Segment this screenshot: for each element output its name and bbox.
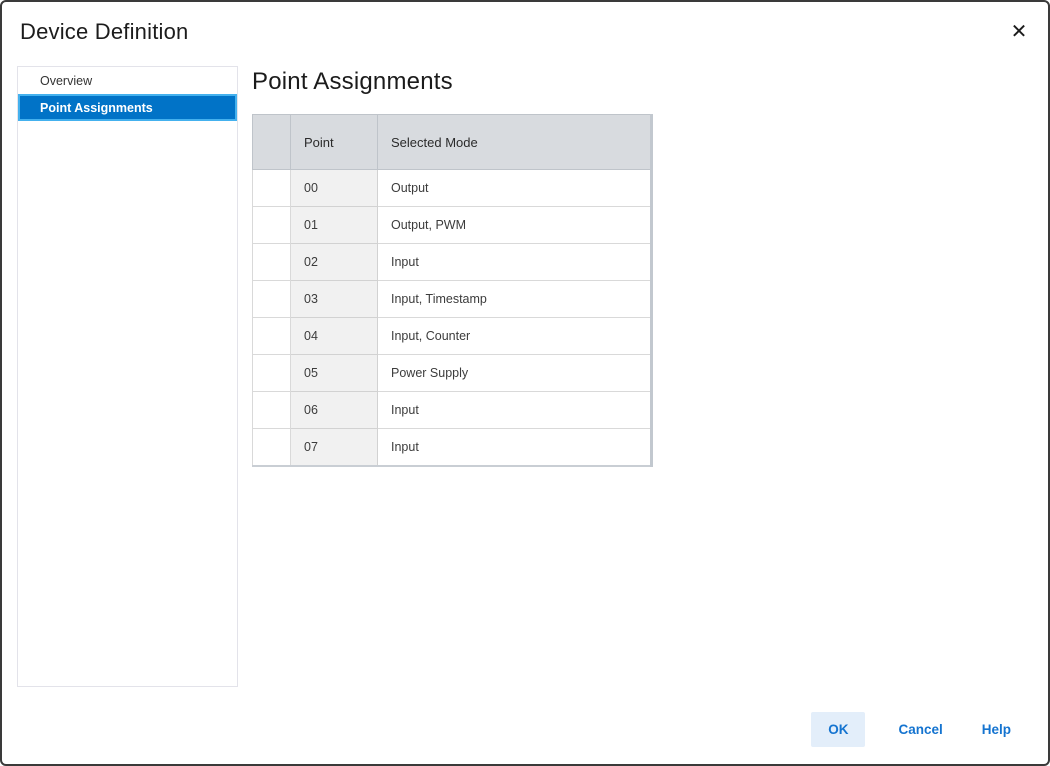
dialog-title: Device Definition bbox=[20, 19, 189, 44]
selected-mode-cell[interactable]: Output, PWM bbox=[377, 206, 652, 244]
row-header-cell[interactable] bbox=[252, 354, 291, 392]
ok-button[interactable]: OK bbox=[811, 712, 866, 747]
point-cell[interactable]: 00 bbox=[290, 169, 378, 207]
point-cell[interactable]: 01 bbox=[290, 206, 378, 244]
table-row[interactable]: 00 Output bbox=[252, 169, 652, 207]
row-header-cell[interactable] bbox=[252, 428, 291, 466]
table-row[interactable]: 03 Input, Timestamp bbox=[252, 280, 652, 318]
table-row[interactable]: 01 Output, PWM bbox=[252, 206, 652, 244]
point-cell[interactable]: 04 bbox=[290, 317, 378, 355]
help-button[interactable]: Help bbox=[976, 713, 1017, 746]
sidebar-item-overview[interactable]: Overview bbox=[40, 73, 93, 88]
point-cell[interactable]: 06 bbox=[290, 391, 378, 429]
selected-mode-cell[interactable]: Output bbox=[377, 169, 652, 207]
column-header-rowhead bbox=[252, 114, 291, 170]
selected-mode-cell[interactable]: Input bbox=[377, 243, 652, 281]
table-row[interactable]: 04 Input, Counter bbox=[252, 317, 652, 355]
close-icon[interactable]: ✕ bbox=[1005, 18, 1033, 46]
table-header-row: Point Selected Mode bbox=[252, 114, 652, 170]
row-header-cell[interactable] bbox=[252, 391, 291, 429]
selected-mode-cell[interactable]: Input, Timestamp bbox=[377, 280, 652, 318]
point-cell[interactable]: 03 bbox=[290, 280, 378, 318]
selected-mode-cell[interactable]: Input, Counter bbox=[377, 317, 652, 355]
selected-mode-cell[interactable]: Power Supply bbox=[377, 354, 652, 392]
page-title: Point Assignments bbox=[252, 68, 453, 95]
row-header-cell[interactable] bbox=[252, 169, 291, 207]
row-header-cell[interactable] bbox=[252, 317, 291, 355]
table-row[interactable]: 02 Input bbox=[252, 243, 652, 281]
point-assignments-table: Point Selected Mode 00 Output 01 Output,… bbox=[252, 114, 653, 467]
dialog-footer: OK Cancel Help bbox=[811, 712, 1017, 747]
column-header-selected-mode: Selected Mode bbox=[377, 114, 652, 170]
column-header-point: Point bbox=[290, 114, 378, 170]
sidebar-item-point-assignments[interactable]: Point Assignments bbox=[18, 94, 237, 121]
table-row[interactable]: 07 Input bbox=[252, 428, 652, 466]
table-row[interactable]: 05 Power Supply bbox=[252, 354, 652, 392]
table-row[interactable]: 06 Input bbox=[252, 391, 652, 429]
row-header-cell[interactable] bbox=[252, 206, 291, 244]
cancel-button[interactable]: Cancel bbox=[892, 713, 948, 746]
table-body: 00 Output 01 Output, PWM 02 Input 03 Inp… bbox=[252, 169, 652, 466]
point-cell[interactable]: 07 bbox=[290, 428, 378, 466]
row-header-cell[interactable] bbox=[252, 243, 291, 281]
point-cell[interactable]: 05 bbox=[290, 354, 378, 392]
selected-mode-cell[interactable]: Input bbox=[377, 391, 652, 429]
row-header-cell[interactable] bbox=[252, 280, 291, 318]
point-cell[interactable]: 02 bbox=[290, 243, 378, 281]
sidebar-nav: Overview Point Assignments bbox=[17, 66, 238, 687]
selected-mode-cell[interactable]: Input bbox=[377, 428, 652, 466]
